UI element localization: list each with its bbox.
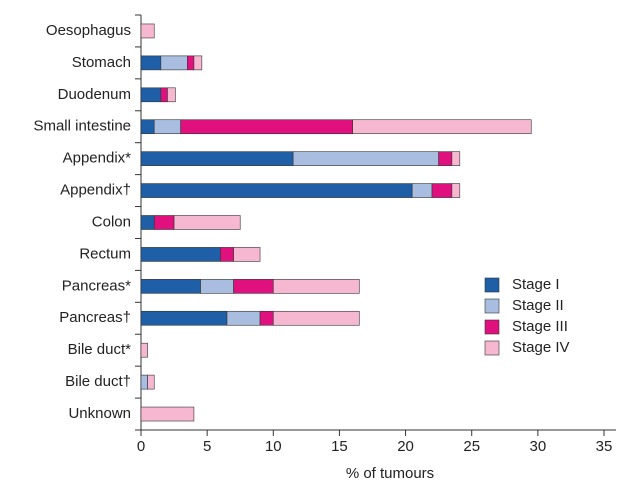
bar-segment [140,87,162,103]
legend-label: Stage IV [512,339,570,356]
y-tick-label: Colon [92,213,131,230]
bar-segment [451,183,461,198]
bar-segment [140,342,148,358]
y-tick-label: Small intestine [33,118,131,135]
bar-segment [140,215,155,230]
bar-segment [352,119,532,135]
bar-segment [272,310,360,326]
legend-swatch [484,340,500,356]
bar-segment [226,310,261,326]
x-tick-label: 35 [596,438,613,455]
bar-segment [140,406,195,422]
bar-segment [451,151,461,166]
bar-segment [431,183,453,198]
y-tick-label: Unknown [68,405,131,422]
bar-segment [233,247,261,262]
bar-segment [153,215,175,230]
bar-segment [180,119,353,135]
x-tick-label: 0 [137,438,145,455]
bar-segment [160,87,168,103]
x-tick-label: 25 [463,438,480,455]
x-tick-label: 5 [203,438,211,455]
bar-segment [292,151,439,166]
bar-segment [272,279,360,294]
bar-segment [153,119,181,135]
x-tick-label: 30 [530,438,547,455]
bar-segment [140,183,413,198]
bar-segment [140,55,162,71]
legend-swatch [484,319,500,335]
x-tick-label: 10 [265,438,282,455]
y-tick-label: Appendix† [60,182,131,199]
legend-label: Stage I [512,276,560,293]
x-tick-label: 20 [397,438,414,455]
y-tick-label: Rectum [79,245,131,262]
bar-segment [140,151,294,166]
y-tick-label: Oesophagus [46,22,131,39]
legend-swatch [484,277,500,293]
y-tick-label: Stomach [72,54,131,71]
y-tick-label: Pancreas* [62,277,131,294]
x-tick-label: 15 [331,438,348,455]
bar-segment [438,151,453,166]
bar-segment [193,55,203,71]
bar-segment [140,279,201,294]
legend-label: Stage III [512,318,568,335]
bar-segment [140,374,148,390]
bar-segment [140,119,155,135]
y-tick-label: Appendix* [63,150,132,167]
bar-segment [140,310,228,326]
bar-segment [173,215,241,230]
y-tick-label: Duodenum [58,86,131,103]
bar-segment [167,87,176,103]
bar-segment [140,23,155,39]
y-tick-label: Pancreas† [59,309,131,326]
bar-segment [147,374,155,390]
bar-segment [411,183,433,198]
bar-segment [220,247,234,262]
bar-segment [140,247,221,262]
y-tick-label: Bile duct† [65,373,131,390]
bar-segment [187,55,195,71]
bar-segment [259,310,274,326]
bar-segment [233,279,274,294]
bar-segment [200,279,234,294]
y-tick-label: Bile duct* [68,341,132,358]
bar-segment [160,55,188,71]
legend-swatch [484,298,500,314]
x-axis-label: % of tumours [346,465,434,481]
legend-label: Stage II [512,297,564,314]
